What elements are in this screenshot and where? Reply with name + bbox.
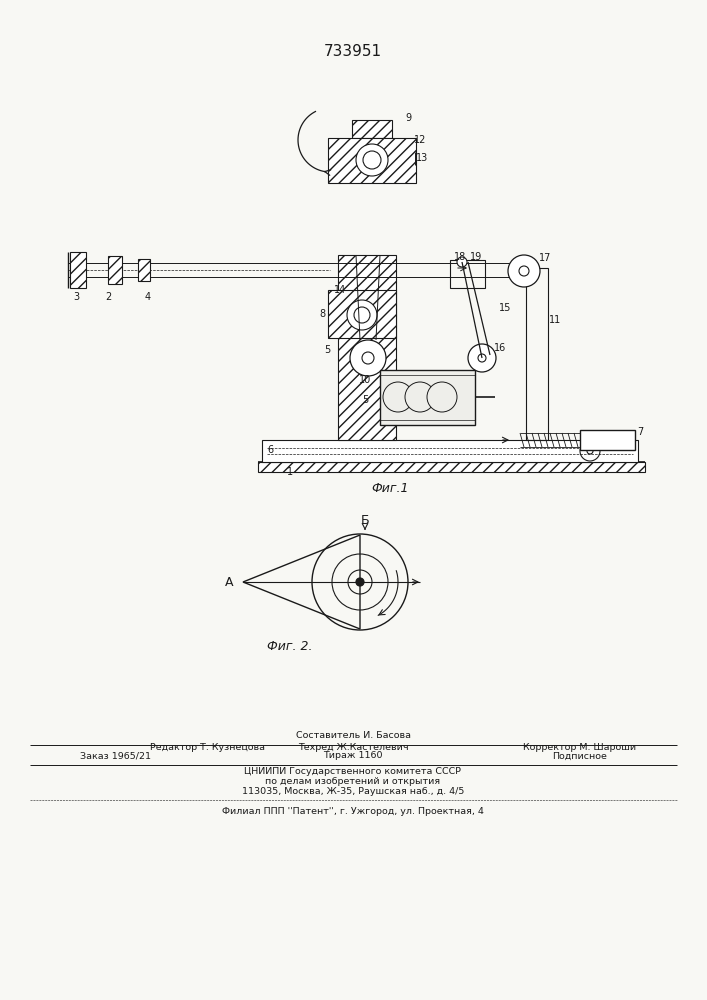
Text: Фиг. 2.: Фиг. 2.: [267, 640, 312, 652]
Circle shape: [587, 448, 593, 454]
Circle shape: [356, 578, 364, 586]
Text: 4: 4: [145, 292, 151, 302]
Text: Филиал ППП ''Патент'', г. Ужгород, ул. Проектная, 4: Филиал ППП ''Патент'', г. Ужгород, ул. П…: [222, 808, 484, 816]
Text: Фиг.1: Фиг.1: [371, 482, 409, 494]
Bar: [352, 120, 392, 138]
Text: по делам изобретений и открытия: по делам изобретений и открытия: [265, 776, 440, 786]
Circle shape: [347, 300, 377, 330]
Text: 12: 12: [414, 135, 426, 145]
Text: 15: 15: [499, 303, 511, 313]
Circle shape: [427, 382, 457, 412]
Text: 14: 14: [334, 285, 346, 295]
Text: 5: 5: [324, 345, 330, 355]
Text: 733951: 733951: [324, 44, 382, 60]
Text: 8: 8: [319, 309, 325, 319]
Bar: [580, 430, 635, 450]
Text: Тираж 1160: Тираж 1160: [323, 752, 382, 760]
Circle shape: [354, 307, 370, 323]
Circle shape: [350, 340, 386, 376]
Text: 10: 10: [359, 375, 371, 385]
Bar: [328, 290, 396, 338]
Text: Составитель И. Басова: Составитель И. Басова: [296, 732, 411, 740]
Circle shape: [356, 144, 388, 176]
Circle shape: [383, 382, 413, 412]
Text: Подписное: Подписное: [553, 752, 607, 760]
Bar: [338, 255, 396, 440]
Circle shape: [478, 354, 486, 362]
Circle shape: [508, 255, 540, 287]
Text: 7: 7: [637, 427, 643, 437]
Bar: [138, 259, 150, 281]
Text: 3: 3: [73, 292, 79, 302]
Bar: [262, 440, 638, 462]
Bar: [70, 252, 86, 288]
Bar: [380, 370, 475, 425]
Text: 16: 16: [494, 343, 506, 353]
Text: 17: 17: [539, 253, 551, 263]
Bar: [328, 138, 416, 183]
Text: 6: 6: [267, 445, 273, 455]
Bar: [258, 462, 645, 472]
Text: A: A: [225, 576, 233, 588]
Text: Б: Б: [361, 514, 369, 526]
Circle shape: [405, 382, 435, 412]
Bar: [526, 268, 548, 440]
Circle shape: [363, 151, 381, 169]
Circle shape: [457, 257, 467, 267]
Bar: [450, 260, 485, 288]
Text: 5: 5: [362, 395, 368, 405]
Text: 11: 11: [549, 315, 561, 325]
Circle shape: [519, 266, 529, 276]
Text: 9: 9: [405, 113, 411, 123]
Text: 2: 2: [105, 292, 111, 302]
Text: 13: 13: [416, 153, 428, 163]
Text: Заказ 1965/21: Заказ 1965/21: [80, 752, 151, 760]
Text: 113035, Москва, Ж-35, Раушская наб., д. 4/5: 113035, Москва, Ж-35, Раушская наб., д. …: [242, 786, 464, 796]
Text: 1: 1: [287, 467, 293, 477]
Text: Редактор Т. Кузнецова: Редактор Т. Кузнецова: [150, 744, 265, 752]
Text: 18: 18: [454, 252, 466, 262]
Circle shape: [362, 352, 374, 364]
Text: Техред Ж.Кастелевич: Техред Ж.Кастелевич: [298, 744, 409, 752]
Text: 19: 19: [470, 252, 482, 262]
Bar: [108, 256, 122, 284]
Text: Корректор М. Шароши: Корректор М. Шароши: [523, 744, 636, 752]
Circle shape: [468, 344, 496, 372]
Text: ЦНИИПИ Государственного комитета СССР: ЦНИИПИ Государственного комитета СССР: [245, 768, 462, 776]
